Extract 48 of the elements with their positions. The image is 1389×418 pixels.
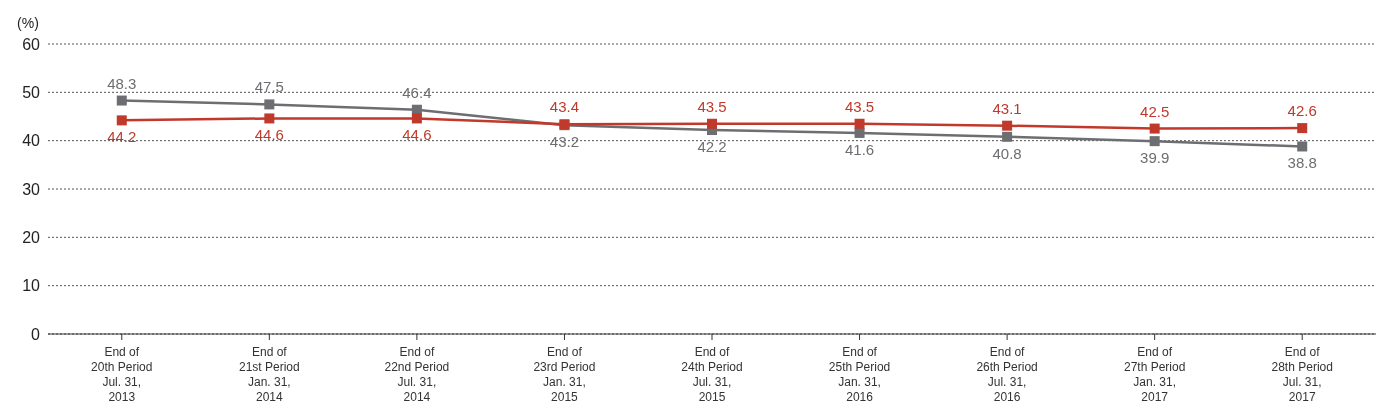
data-label: 39.9 bbox=[1140, 149, 1170, 167]
point bbox=[1002, 131, 1013, 142]
data-label: 40.8 bbox=[992, 144, 1022, 162]
x-tick-label: End of 22nd Period Jul. 31, 2014 bbox=[384, 345, 450, 404]
data-label: 44.6 bbox=[254, 126, 284, 144]
point bbox=[264, 99, 275, 110]
y-tick-label: 10 bbox=[22, 277, 41, 295]
data-label: 41.6 bbox=[844, 140, 875, 158]
y-tick-label: 50 bbox=[22, 84, 41, 102]
data-label: 43.1 bbox=[992, 99, 1022, 117]
data-label: 48.3 bbox=[107, 74, 137, 92]
point bbox=[1297, 141, 1308, 152]
x-tick-label: End of 28th Period Jul. 31, 2017 bbox=[1271, 345, 1333, 404]
data-label: 42.2 bbox=[697, 138, 727, 156]
data-label: 43.5 bbox=[844, 97, 875, 115]
y-tick-label: 40 bbox=[22, 132, 41, 150]
y-tick-label: 0 bbox=[31, 325, 41, 343]
point bbox=[1149, 136, 1160, 147]
x-tick-label: End of 21st Period Jan. 31, 2014 bbox=[238, 345, 300, 404]
x-tick-label: End of 23rd Period Jan. 31, 2015 bbox=[533, 345, 596, 404]
data-label: 43.5 bbox=[697, 97, 727, 115]
x-tick-label: End of 20th Period Jul. 31, 2013 bbox=[91, 345, 153, 404]
y-tick-label: 30 bbox=[22, 180, 41, 198]
y-tick-label: 60 bbox=[22, 35, 41, 53]
data-label: 46.4 bbox=[402, 83, 432, 101]
point bbox=[707, 118, 717, 129]
point bbox=[264, 113, 275, 124]
point bbox=[411, 113, 422, 124]
data-label: 42.5 bbox=[1140, 102, 1170, 120]
y-tick-label: 20 bbox=[22, 229, 41, 247]
y-axis-title: (%) bbox=[17, 15, 39, 31]
data-label: 47.5 bbox=[254, 78, 284, 96]
data-label: 43.4 bbox=[549, 98, 580, 116]
x-tick-label: End of 26th Period Jul. 31, 2016 bbox=[976, 345, 1038, 404]
point bbox=[1149, 123, 1160, 134]
data-label: 44.6 bbox=[402, 126, 432, 144]
data-label: 38.8 bbox=[1287, 154, 1317, 172]
point bbox=[1297, 123, 1308, 134]
point bbox=[1002, 120, 1013, 131]
point bbox=[116, 95, 127, 106]
x-tick-label: End of 24th Period Jul. 31, 2015 bbox=[681, 345, 743, 404]
data-label: 44.2 bbox=[107, 128, 137, 146]
data-label: 42.6 bbox=[1287, 102, 1317, 120]
x-tick-label: End of 27th Period Jan. 31, 2017 bbox=[1123, 345, 1186, 404]
point bbox=[854, 127, 865, 138]
point bbox=[116, 115, 127, 126]
x-tick-label: End of 25th Period Jan. 31, 2016 bbox=[828, 345, 891, 404]
point bbox=[854, 118, 865, 129]
